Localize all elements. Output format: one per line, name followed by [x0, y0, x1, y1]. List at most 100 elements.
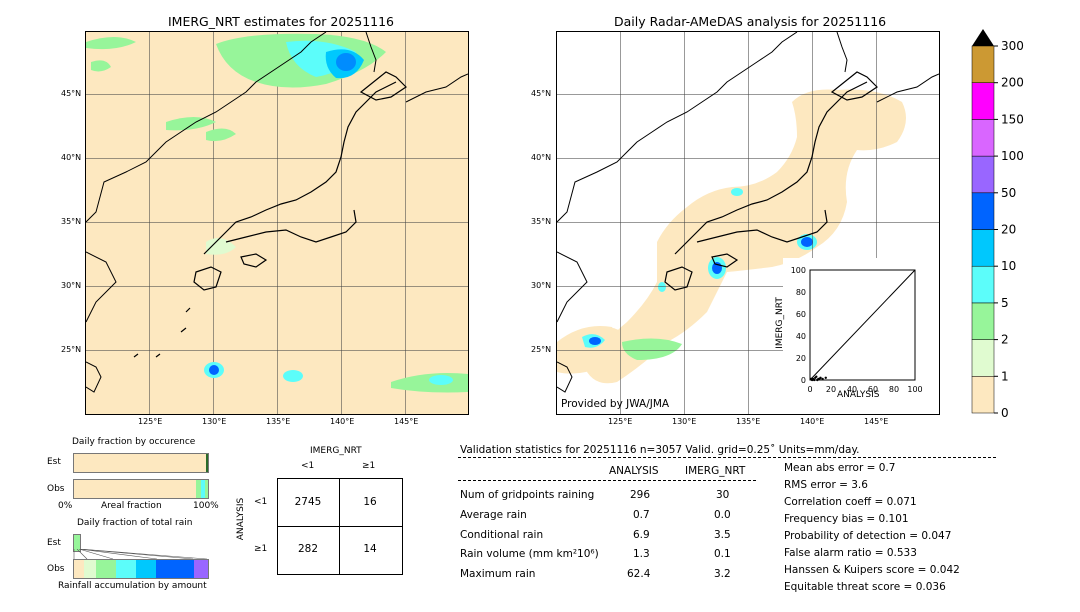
validation-col-imerg: IMERG_NRT — [685, 465, 746, 477]
scatter-y-tick: 80 — [796, 288, 806, 297]
colorbar: 0 1 2 5 10 20 50 100 150 200 300 — [971, 29, 1024, 420]
colorbar-tick-label: 2 — [1001, 333, 1009, 347]
occurrence-tick-100: 100% — [193, 501, 219, 511]
stat-analysis-2: 6.9 — [633, 529, 650, 541]
right-lon-label-145: 145°E — [864, 417, 889, 426]
colorbar-tick-label: 10 — [1001, 259, 1016, 273]
score-0: Mean abs error = 0.7 — [784, 462, 896, 474]
scatter-x-tick: 40 — [847, 385, 857, 394]
left-lon-label-140: 140°E — [330, 417, 355, 426]
contingency-title: IMERG_NRT — [310, 446, 362, 456]
scatter-x-tick: 0 — [807, 385, 812, 394]
colorbar-swatch — [971, 192, 995, 230]
right-map: Provided by JWA/JMA — [556, 31, 940, 415]
totalrain-xlabel: Rainfall accumulation by amount — [58, 581, 207, 591]
right-lon-label-140: 140°E — [800, 417, 825, 426]
stat-imerg-1: 0.0 — [714, 509, 731, 521]
score-3: Frequency bias = 0.101 — [784, 513, 909, 525]
scatter-point — [818, 377, 821, 381]
occurrence-bar-obs — [73, 479, 209, 499]
scatter-point — [824, 376, 827, 379]
colorbar-swatch — [971, 119, 995, 157]
stat-analysis-4: 62.4 — [627, 568, 651, 580]
occurrence-bar-est — [73, 453, 209, 473]
totalrain-title: Daily fraction of total rain — [77, 518, 193, 528]
stat-imerg-2: 3.5 — [714, 529, 731, 541]
colorbar-tick-label: 200 — [1001, 76, 1024, 90]
scatter-y-tick: 60 — [796, 310, 806, 319]
right-lon-label-135: 135°E — [736, 417, 761, 426]
colorbar-tick-label: 20 — [1001, 223, 1016, 237]
occurrence-row-obs: Obs — [47, 484, 65, 494]
contingency-cell-11: 14 — [363, 543, 377, 555]
scatter-point — [813, 378, 816, 382]
stat-label-4: Maximum rain — [460, 568, 536, 580]
left-map-title: IMERG_NRT estimates for 20251116 — [168, 14, 395, 29]
colorbar-tick-label: 100 — [1001, 149, 1024, 163]
totalrain-row-obs: Obs — [47, 564, 65, 574]
contingency-col-ge1: ≥1 — [362, 461, 376, 471]
colorbar-tick-label: 300 — [1001, 39, 1024, 53]
left-lat-label-25: 25°N — [61, 345, 82, 354]
score-5: False alarm ratio = 0.533 — [784, 547, 917, 559]
credit-label: Provided by JWA/JMA — [561, 398, 670, 410]
occurrence-row-est: Est — [47, 457, 61, 467]
validation-header: Validation statistics for 20251116 n=305… — [460, 444, 860, 456]
scatter-y-tick: 100 — [791, 266, 806, 275]
occurrence-title: Daily fraction by occurence — [72, 437, 196, 447]
left-lon-label-125: 125°E — [138, 417, 163, 426]
colorbar-swatch — [971, 155, 995, 194]
score-1: RMS error = 3.6 — [784, 479, 868, 491]
colorbar-swatch — [971, 229, 995, 267]
contingency-grid — [277, 478, 403, 575]
scatter-y-tick: 40 — [796, 332, 806, 341]
validation-dash-top — [458, 457, 996, 458]
left-lon-label-145: 145°E — [394, 417, 419, 426]
contingency-row-axis: ANALYSIS — [236, 497, 247, 541]
left-map — [85, 31, 469, 415]
totalrain-bar-obs — [73, 559, 209, 579]
right-lat-label-40: 40°N — [531, 153, 552, 162]
occurrence-tick-0: 0% — [58, 501, 73, 511]
right-lon-label-125: 125°E — [608, 417, 633, 426]
colorbar-swatch — [971, 265, 995, 304]
left-lon-label-135: 135°E — [266, 417, 291, 426]
colorbar-tick-label: 0 — [1001, 406, 1009, 420]
colorbar-tick-label: 50 — [1001, 186, 1016, 200]
totalrain-connector — [73, 549, 208, 560]
occurrence-xlabel: Areal fraction — [101, 501, 162, 511]
score-2: Correlation coeff = 0.071 — [784, 496, 917, 508]
contingency-cell-00: 2745 — [294, 496, 322, 508]
right-lat-label-25: 25°N — [531, 345, 552, 354]
scatter-ylabel: IMERG_NRT — [774, 297, 785, 349]
scatter-point — [816, 378, 819, 382]
score-7: Equitable threat score = 0.036 — [784, 581, 946, 593]
contingency-cell-01: 16 — [363, 496, 377, 508]
stat-imerg-3: 0.1 — [714, 548, 731, 560]
colorbar-swatch — [971, 339, 995, 377]
right-map-coastline — [557, 32, 939, 393]
stat-imerg-0: 30 — [716, 489, 730, 501]
stat-imerg-4: 3.2 — [714, 568, 731, 580]
score-4: Probability of detection = 0.047 — [784, 530, 952, 542]
scatter-x-tick: 60 — [868, 385, 878, 394]
colorbar-tick-label: 1 — [1001, 369, 1009, 383]
left-map-coastline — [86, 32, 468, 393]
stat-analysis-0: 296 — [630, 489, 651, 501]
validation-dash-mid — [458, 480, 756, 481]
scatter-xlabel: ANALYSIS — [837, 390, 880, 400]
colorbar-swatch — [971, 45, 995, 83]
score-6: Hanssen & Kuipers score = 0.042 — [784, 564, 960, 576]
validation-col-analysis: ANALYSIS — [609, 465, 659, 477]
contingency-col-lt1: <1 — [301, 461, 315, 471]
left-lat-label-35: 35°N — [61, 217, 82, 226]
scatter-y-tick: 0 — [801, 376, 806, 385]
stat-label-2: Conditional rain — [460, 529, 544, 541]
stat-label-1: Average rain — [460, 509, 527, 521]
scatter-point — [815, 375, 818, 378]
scatter-plot: 0 20 40 60 80 100 0 20 40 60 80 100 — [791, 266, 923, 394]
colorbar-swatch — [971, 82, 995, 120]
totalrain-bar-est — [73, 534, 81, 552]
scatter-y-tick: 20 — [796, 354, 806, 363]
right-lat-label-30: 30°N — [531, 281, 552, 290]
